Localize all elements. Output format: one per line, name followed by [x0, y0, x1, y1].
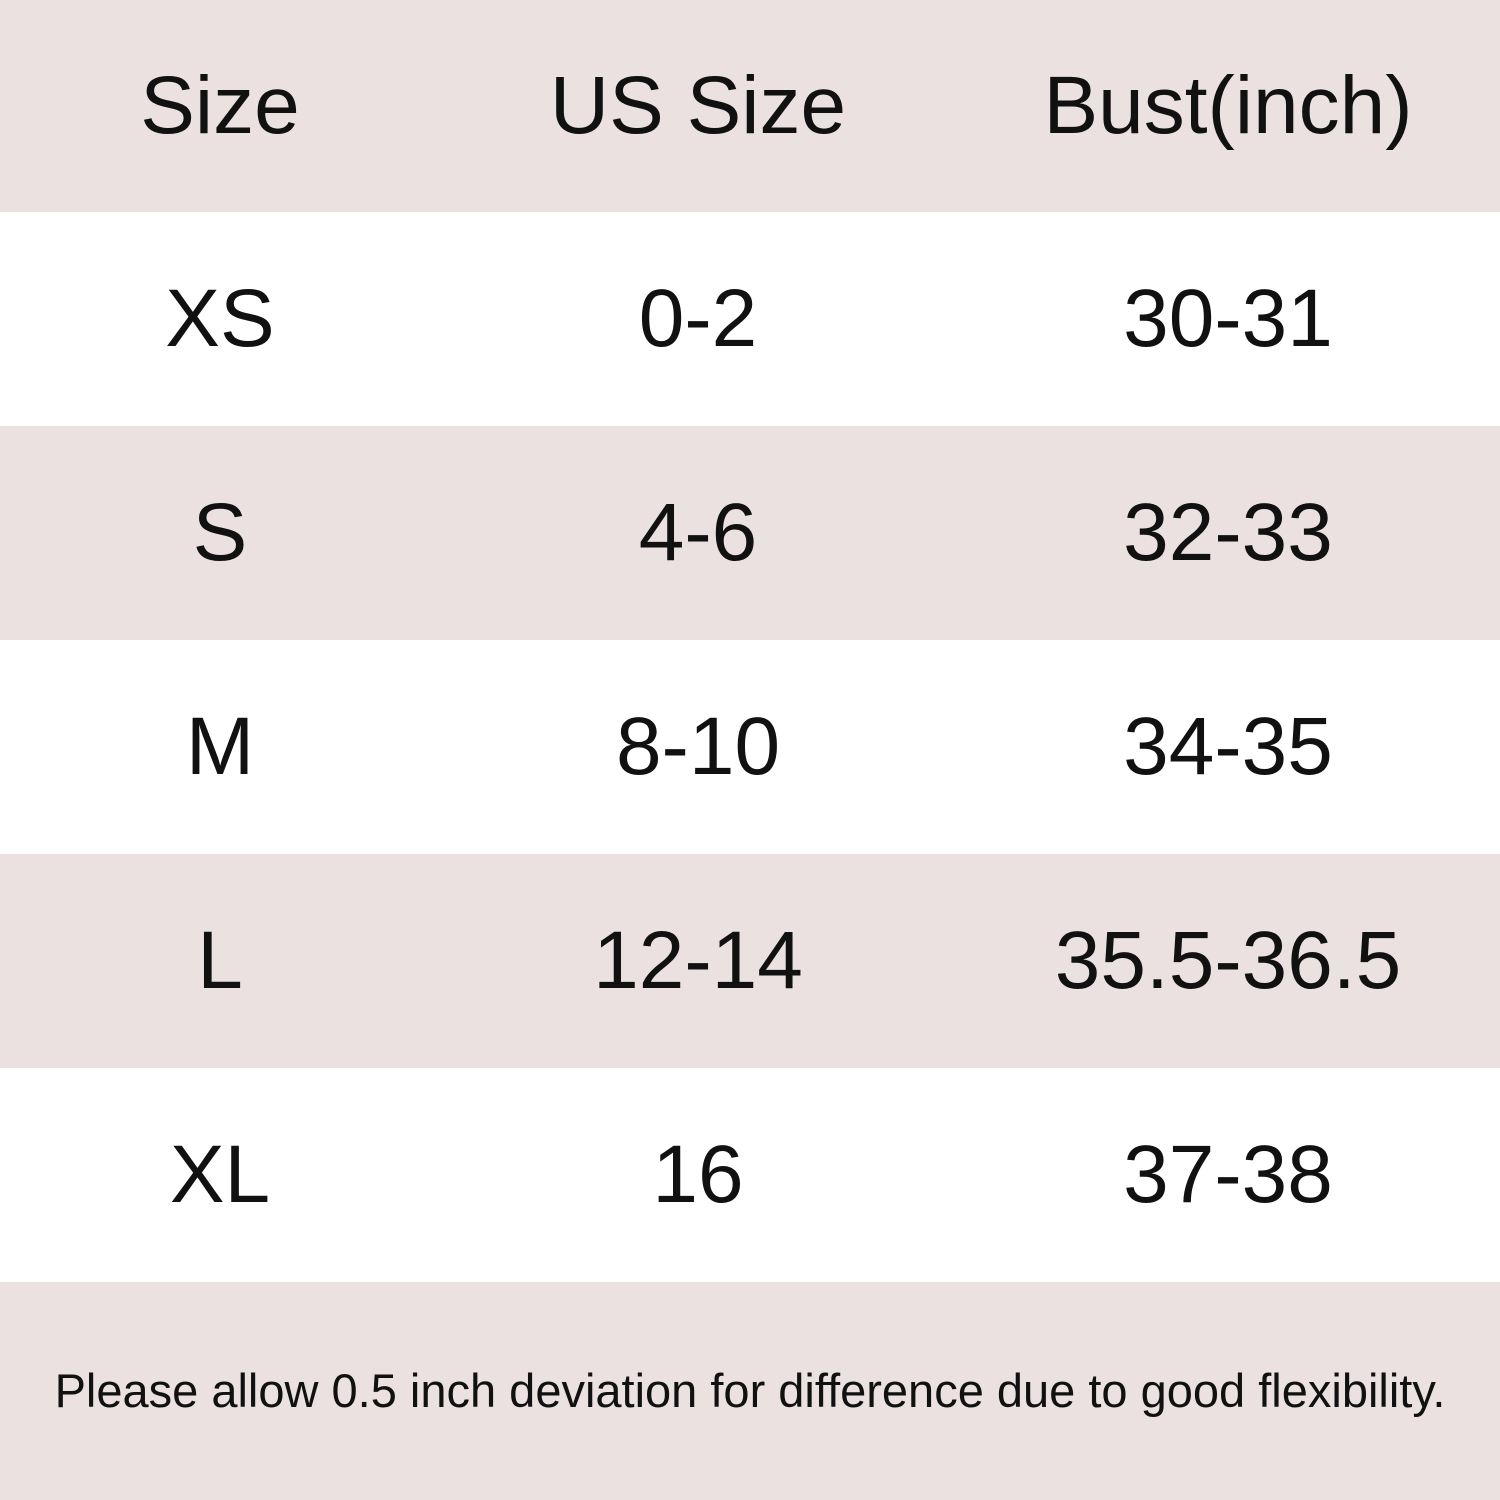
cell-s-size: S — [192, 487, 248, 578]
header-cell-size: Size — [140, 60, 300, 151]
header-cell-us-size: US Size — [549, 60, 847, 151]
cell-xs-bust: 30-31 — [1123, 273, 1333, 364]
cell-s-us-size: 4-6 — [638, 487, 758, 578]
table-row-l: L 12-14 35.5-36.5 — [0, 854, 1500, 1068]
cell-xs-size: XS — [165, 273, 275, 364]
cell-xl-bust: 37-38 — [1123, 1129, 1333, 1220]
cell-l-bust: 35.5-36.5 — [1054, 915, 1402, 1006]
table-row-xl: XL 16 37-38 — [0, 1068, 1500, 1282]
table-row-s: S 4-6 32-33 — [0, 426, 1500, 640]
table-header-row: Size US Size Bust(inch) — [0, 0, 1500, 212]
deviation-note: Please allow 0.5 inch deviation for diff… — [54, 1363, 1446, 1417]
cell-xl-us-size: 16 — [652, 1129, 744, 1220]
header-cell-bust-inch: Bust(inch) — [1043, 60, 1413, 151]
cell-l-us-size: 12-14 — [593, 915, 803, 1006]
cell-s-bust: 32-33 — [1123, 487, 1333, 578]
cell-m-us-size: 8-10 — [615, 701, 781, 792]
table-row-m: M 8-10 34-35 — [0, 640, 1500, 854]
table-row-xs: XS 0-2 30-31 — [0, 212, 1500, 426]
cell-l-size: L — [197, 915, 243, 1006]
cell-xs-us-size: 0-2 — [638, 273, 758, 364]
cell-m-bust: 34-35 — [1123, 701, 1333, 792]
footer-note-band: Please allow 0.5 inch deviation for diff… — [0, 1282, 1500, 1500]
cell-xl-size: XL — [169, 1129, 271, 1220]
cell-m-size: M — [185, 701, 255, 792]
